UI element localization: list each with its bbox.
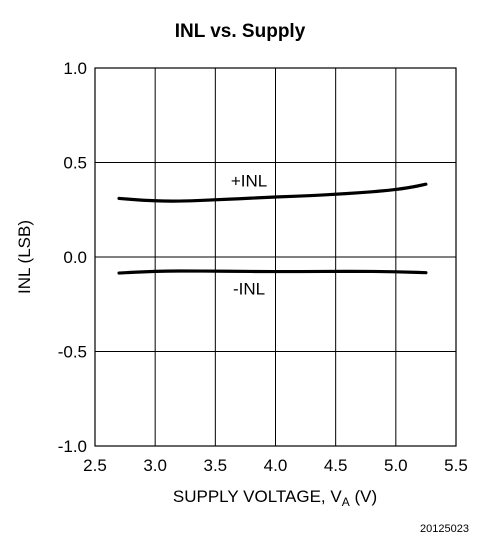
series-layer: +INL -INL [117, 171, 428, 299]
series-line-plus-inl [117, 182, 428, 203]
tick-layer: 2.5 3.0 3.5 4.0 4.5 5.0 5.5 1.0 0.5 0.0 -0.5 -1.0 [58, 59, 468, 475]
series-label: -INL [233, 280, 265, 299]
series-line-minus-inl [117, 269, 428, 275]
x-tick-label: 2.5 [83, 456, 107, 475]
x-tick-label: 5.5 [444, 456, 468, 475]
x-axis-label: SUPPLY VOLTAGE, VA (V) [173, 487, 377, 509]
y-tick-label: -0.5 [58, 343, 87, 362]
y-tick-label: -1.0 [58, 437, 87, 456]
figure-id: 20125023 [420, 523, 469, 535]
x-tick-label: 3.0 [143, 456, 167, 475]
y-axis-label: INL (LSB) [15, 220, 34, 294]
y-tick-label: 0.5 [63, 154, 87, 173]
x-tick-label: 3.5 [204, 456, 228, 475]
series-label: +INL [231, 171, 267, 190]
x-tick-label: 4.0 [264, 456, 288, 475]
y-tick-label: 0.0 [63, 248, 87, 267]
plot-frame [94, 67, 457, 447]
grid [95, 68, 456, 446]
y-tick-label: 1.0 [63, 59, 87, 78]
x-tick-label: 4.5 [324, 456, 348, 475]
chart-title: INL vs. Supply [175, 21, 306, 42]
x-tick-label: 5.0 [384, 456, 408, 475]
